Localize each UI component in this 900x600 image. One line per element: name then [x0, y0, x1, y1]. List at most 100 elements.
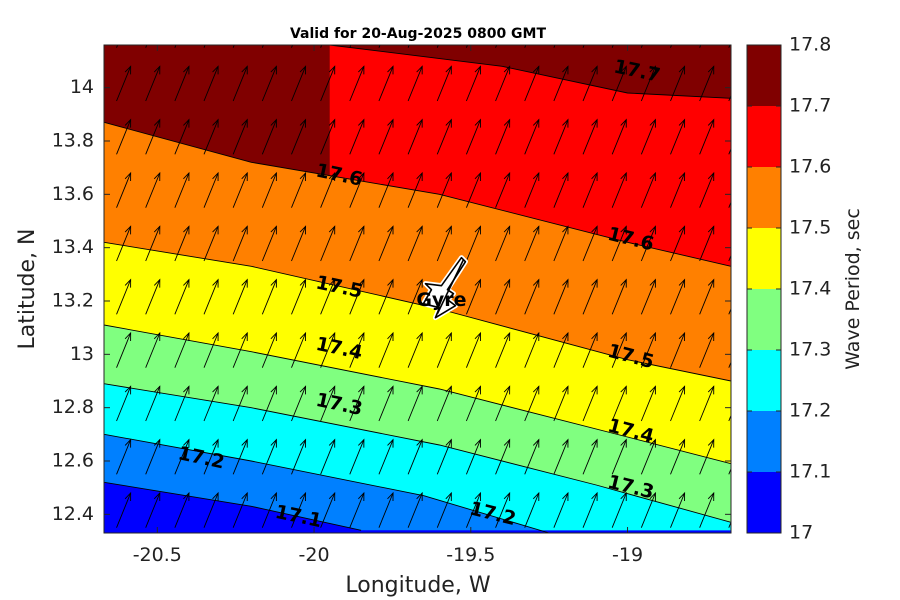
wave-arrow: [174, 278, 190, 315]
wave-arrow: [582, 171, 598, 208]
wave-arrow: [582, 225, 598, 262]
wave-arrow: [116, 491, 132, 528]
plot-area: 17.117.217.217.317.317.417.417.517.517.6…: [104, 45, 731, 533]
wave-arrow: [553, 118, 569, 155]
wave-arrow: [174, 331, 190, 368]
wave-arrow: [465, 438, 481, 475]
wave-arrow: [407, 438, 423, 475]
band-below-17.1: [104, 482, 731, 533]
wave-arrow: [378, 385, 394, 422]
wave-arrow: [465, 225, 481, 262]
colorbar-tick-label: 17.1: [789, 461, 831, 483]
wave-arrow: [611, 225, 627, 262]
wave-arrow: [553, 491, 569, 528]
wave-arrow: [407, 385, 423, 422]
y-tick-label: 13: [70, 343, 94, 365]
wave-arrow: [611, 171, 627, 208]
wave-arrow: [261, 118, 277, 155]
wave-arrow: [116, 118, 132, 155]
y-tick-label: 12.8: [52, 396, 94, 418]
wave-arrow: [320, 171, 336, 208]
wave-arrow: [174, 65, 190, 102]
wave-arrow: [232, 225, 248, 262]
wave-arrow: [291, 331, 307, 368]
wave-arrow: [407, 65, 423, 102]
wave-arrow: [407, 118, 423, 155]
wave-arrow: [203, 278, 219, 315]
colorbar-tick-label: 17.4: [789, 278, 831, 300]
wave-arrow: [378, 438, 394, 475]
wave-arrow: [436, 331, 452, 368]
y-tick-label: 13.2: [52, 290, 94, 312]
wave-arrow: [407, 491, 423, 528]
wave-arrow: [699, 45, 702, 48]
colorbar-tick-label: 17: [789, 522, 813, 544]
wave-arrow: [203, 491, 219, 528]
wave-arrow: [582, 278, 598, 315]
wave-arrow: [407, 278, 423, 315]
wave-arrow: [261, 278, 277, 315]
wave-arrow: [670, 278, 686, 315]
wave-arrow: [524, 225, 540, 262]
wave-arrow: [232, 65, 248, 102]
wave-arrow: [640, 65, 656, 102]
wave-arrow: [232, 385, 248, 422]
wave-arrow: [524, 171, 540, 208]
wave-arrow: [699, 118, 715, 155]
wave-arrow: [699, 385, 715, 422]
wave-arrow: [495, 65, 511, 102]
wave-arrow: [320, 385, 336, 422]
wave-arrow: [203, 65, 219, 102]
colorbar-label: Wave Period, sec: [842, 208, 864, 370]
colorbar-tick-label: 17.3: [789, 339, 831, 361]
wave-arrow: [495, 118, 511, 155]
wave-arrow: [174, 45, 177, 48]
wave-arrow: [145, 331, 161, 368]
wave-arrow: [640, 45, 643, 48]
wave-arrow: [174, 491, 190, 528]
colorbar-swatch: [747, 289, 781, 350]
wave-arrow: [145, 491, 161, 528]
colorbar-tick-label: 17.5: [789, 217, 831, 239]
wave-arrow: [116, 438, 132, 475]
wave-arrow: [553, 65, 569, 102]
chart-title: Valid for 20-Aug-2025 0800 GMT: [290, 26, 547, 42]
wave-arrow: [203, 171, 219, 208]
wave-arrow: [670, 171, 686, 208]
wave-arrow: [436, 438, 452, 475]
wave-arrow: [291, 491, 307, 528]
wave-arrow: [320, 438, 336, 475]
wave-arrow: [291, 438, 307, 475]
wave-arrow: [524, 118, 540, 155]
x-tick-label: -19.5: [446, 544, 495, 566]
wave-arrow: [524, 65, 540, 102]
y-axis-ticks: 12.4 12.6 12.8 13 13.2 13.4 13.6 13.8 14: [52, 76, 731, 525]
wave-arrow: [116, 385, 132, 422]
x-tick-label: -20: [299, 544, 330, 566]
wave-arrow: [116, 278, 132, 315]
wave-arrow: [174, 438, 190, 475]
wave-arrow: [611, 278, 627, 315]
wave-arrow: [524, 385, 540, 422]
wave-arrow: [465, 331, 481, 368]
wave-arrow: [291, 225, 307, 262]
wave-arrow: [582, 65, 598, 102]
wave-arrow: [553, 225, 569, 262]
wave-arrow: [465, 385, 481, 422]
x-axis-label: Longitude, W: [345, 573, 490, 598]
wave-arrow: [232, 438, 248, 475]
wave-arrow: [582, 118, 598, 155]
wave-arrow: [320, 331, 336, 368]
wave-arrow: [553, 278, 569, 315]
wave-arrow: [699, 331, 715, 368]
wave-arrow: [261, 331, 277, 368]
wave-arrow: [582, 385, 598, 422]
wave-arrow: [699, 278, 715, 315]
wave-arrow: [611, 65, 627, 102]
y-tick-label: 12.6: [52, 450, 94, 472]
wave-arrow: [670, 331, 686, 368]
colorbar-tick-label: 17.6: [789, 156, 831, 178]
wave-arrow: [349, 385, 365, 422]
wave-arrow: [553, 171, 569, 208]
wave-arrow: [145, 278, 161, 315]
